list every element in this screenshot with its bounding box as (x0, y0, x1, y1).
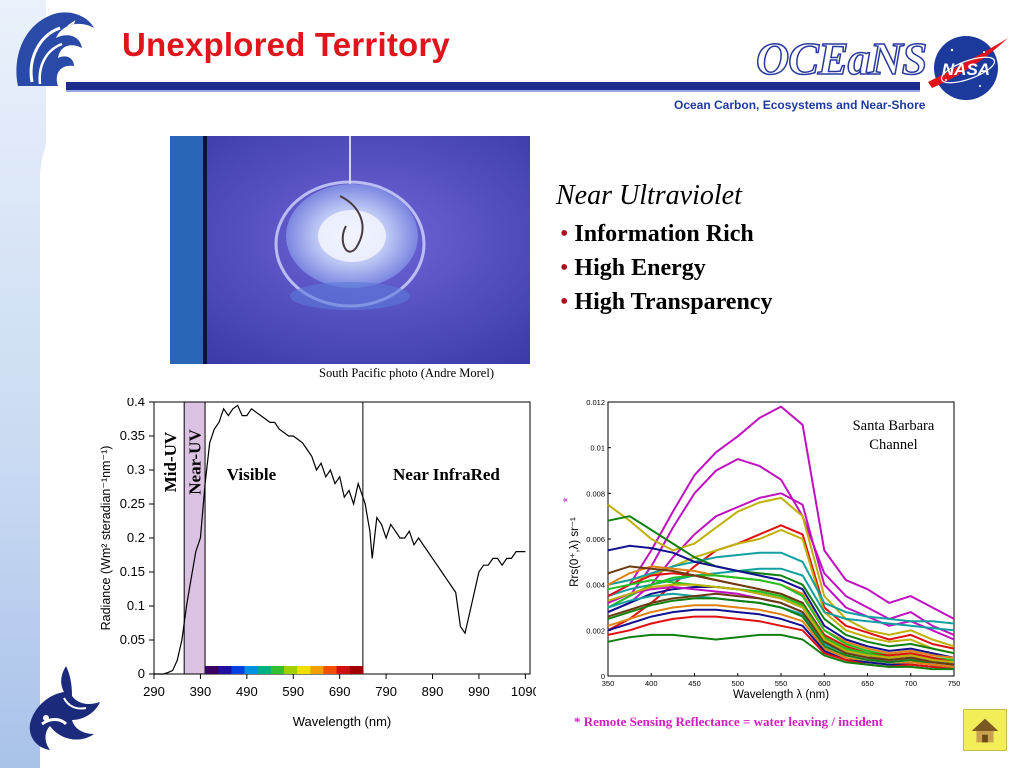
region-label: Near InfraRed (393, 465, 500, 484)
region-label: Mid-UV (161, 431, 180, 492)
footnote: * Remote Sensing Reflectance = water lea… (574, 714, 884, 729)
y-tick-label: 0.4 (127, 398, 145, 409)
x-tick-label: 700 (904, 679, 917, 688)
x-tick-label: 690 (329, 684, 351, 699)
reflectance-series-line (607, 592, 955, 666)
reflectance-series-line (607, 583, 955, 664)
bullet-item: • High Energy (560, 255, 706, 282)
y-tick-label: 0.25 (120, 496, 145, 511)
home-button[interactable] (963, 709, 1007, 751)
near-uv-heading: Near Ultraviolet (556, 180, 742, 211)
wave-logo (16, 12, 94, 87)
header-divider-highlight (66, 90, 920, 92)
y-tick-label: 0 (601, 672, 605, 681)
bullet-item: • High Transparency (560, 289, 772, 316)
x-tick-label: 450 (688, 679, 701, 688)
ocean-photo (170, 136, 530, 364)
y-tick-label: 0.35 (120, 428, 145, 443)
left-decorative-band (0, 0, 46, 768)
bullet-dot: • (560, 255, 569, 281)
bullet-text: Information Rich (574, 221, 754, 247)
x-tick-label: 750 (948, 679, 961, 688)
reflectance-series-line (607, 633, 954, 671)
spectrum-swatch (310, 666, 324, 674)
y-axis-label: Rrs(0⁺,λ) sr⁻¹ (569, 517, 581, 587)
region-label: Visible (227, 465, 277, 484)
spectrum-swatch (336, 666, 351, 674)
y-tick-label: 0.002 (586, 626, 605, 635)
bullet-dot: • (560, 289, 569, 315)
home-icon (971, 718, 999, 743)
x-tick-label: 550 (775, 679, 788, 688)
orca-logo (29, 666, 100, 750)
spectrum-swatch (218, 666, 232, 674)
spectrum-swatch (349, 666, 364, 674)
reflectance-series-line (607, 458, 955, 636)
x-tick-label: 600 (818, 679, 831, 688)
x-tick-label: 650 (861, 679, 874, 688)
reflectance-chart: 350 400 450 500 550 600 650 700 750 0 0.002 0.004 0.… (560, 398, 961, 701)
radiance-series-line (154, 404, 526, 675)
x-tick-label: 890 (422, 684, 444, 699)
y-axis-footnote-star: * (560, 497, 575, 502)
reflectance-series-line (607, 496, 955, 648)
y-tick-label: 0.3 (127, 462, 145, 477)
plot-frame (153, 401, 531, 675)
spectrum-swatch (323, 666, 338, 674)
x-tick-label: 500 (731, 679, 744, 688)
nasa-logo-text: NASA (942, 60, 990, 79)
reflectance-series-line (607, 597, 955, 668)
nasa-logo: NASA (928, 36, 1008, 100)
y-tick-label: 0.1 (127, 598, 145, 613)
spectrum-swatch (270, 666, 285, 674)
y-tick-label: 0.2 (127, 530, 145, 545)
x-tick-label: 350 (602, 679, 615, 688)
spectrum-swatch (297, 666, 311, 674)
x-tick-label: 990 (468, 684, 490, 699)
x-axis-label: Wavelength λ (nm) (733, 689, 829, 701)
chart-annotation: Santa Barbara (853, 418, 935, 434)
x-tick-label: 390 (190, 684, 212, 699)
x-axis-label: Wavelength (nm) (293, 714, 392, 729)
chart-annotation: Channel (869, 437, 917, 453)
reflectance-series-line (607, 405, 955, 620)
bullet-item: • Information Rich (560, 221, 754, 248)
bullet-dot: • (560, 221, 569, 247)
reflectance-series-line (607, 515, 955, 655)
x-tick-label: 790 (375, 684, 397, 699)
reflectance-series-line (607, 608, 955, 671)
x-tick-label: 290 (143, 684, 165, 699)
x-tick-label: 490 (236, 684, 258, 699)
bullet-text: High Energy (574, 255, 706, 281)
region-label: Near-UV (186, 429, 205, 495)
y-tick-label: 0.008 (586, 489, 605, 498)
y-tick-label: 0.15 (120, 564, 145, 579)
photo-caption: South Pacific photo (Andre Morel) (319, 366, 494, 380)
bullet-text: High Transparency (574, 289, 773, 315)
content-panel-curve (40, 88, 160, 768)
header-divider (66, 82, 920, 90)
spectrum-swatch (283, 666, 298, 674)
slide-title: Unexplored Territory (122, 26, 450, 63)
near-uv-band (184, 402, 206, 674)
spectrum-swatch (205, 666, 219, 674)
y-tick-label: 0.004 (586, 581, 605, 590)
y-tick-label: 0.05 (120, 632, 145, 647)
oceans-logo: OCEaNS (755, 32, 928, 85)
spectrum-swatch (231, 666, 246, 674)
oceans-tagline: Ocean Carbon, Ecosystems and Near-Shore (674, 98, 926, 112)
x-tick-label: 400 (645, 679, 658, 688)
y-tick-label: 0.012 (586, 398, 605, 407)
reflectance-series-line (607, 544, 955, 659)
y-tick-label: 0.006 (586, 535, 605, 544)
spectrum-swatch (257, 666, 272, 674)
y-tick-label: 0.01 (590, 444, 605, 453)
y-tick-label: 0 (138, 666, 145, 681)
spectrum-swatch (244, 666, 259, 674)
x-tick-label: 590 (282, 684, 304, 699)
y-axis-label: Radiance (Wm² steradian⁻¹nm⁻¹) (99, 446, 113, 631)
